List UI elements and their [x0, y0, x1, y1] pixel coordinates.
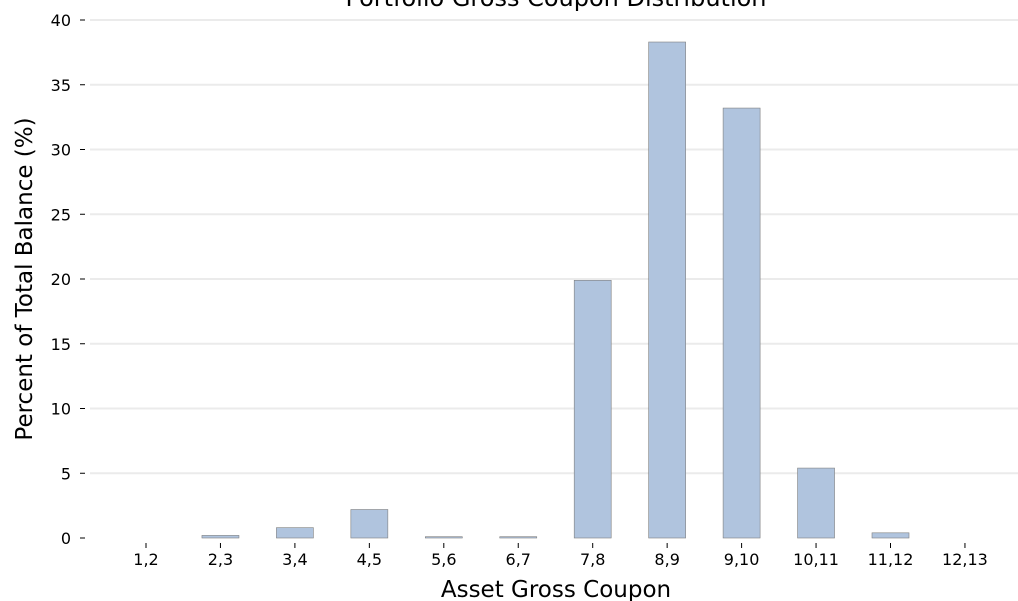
bar [871, 532, 910, 539]
bar [797, 467, 835, 539]
x-tick-label: 5,6 [431, 550, 456, 569]
y-axis-ticks: 0 5 10 15 20 25 30 35 40 [51, 11, 85, 548]
x-tick-label: 7,8 [580, 550, 605, 569]
y-tick-label: 15 [51, 335, 71, 354]
y-tick-label: 40 [51, 11, 71, 30]
bar [201, 535, 240, 539]
y-tick-label: 5 [61, 464, 71, 483]
bar [499, 536, 538, 539]
x-tick-label: 10,11 [793, 550, 839, 569]
y-tick-label: 30 [51, 141, 71, 160]
y-tick-label: 0 [61, 529, 71, 548]
y-tick-label: 25 [51, 205, 71, 224]
y-tick-label: 35 [51, 76, 71, 95]
x-tick-label: 6,7 [506, 550, 531, 569]
y-tick-label: 10 [51, 400, 71, 419]
x-tick-label: 4,5 [357, 550, 382, 569]
bar [573, 279, 612, 539]
bars [201, 41, 910, 539]
y-tick-label: 20 [51, 270, 71, 289]
x-axis-label: Asset Gross Coupon [441, 577, 671, 601]
chart-title: Portfolio Gross Coupon Distribution [345, 0, 766, 12]
bar [722, 107, 761, 539]
bar [276, 527, 314, 539]
x-tick-label: 12,13 [942, 550, 988, 569]
x-tick-label: 11,12 [868, 550, 914, 569]
y-axis-label: Percent of Total Balance (%) [12, 117, 38, 440]
grid-lines [90, 19, 1018, 475]
x-tick-label: 9,10 [724, 550, 760, 569]
bar [648, 41, 686, 539]
x-tick-label: 8,9 [654, 550, 679, 569]
x-axis-ticks: 1,2 2,3 3,4 4,5 5,6 6,7 7,8 8,9 9,10 10,11 11,12 12… [133, 543, 988, 569]
x-tick-label: 3,4 [282, 550, 307, 569]
bar [424, 536, 463, 539]
x-tick-label: 2,3 [208, 550, 233, 569]
x-tick-label: 1,2 [133, 550, 158, 569]
bar [350, 509, 389, 539]
